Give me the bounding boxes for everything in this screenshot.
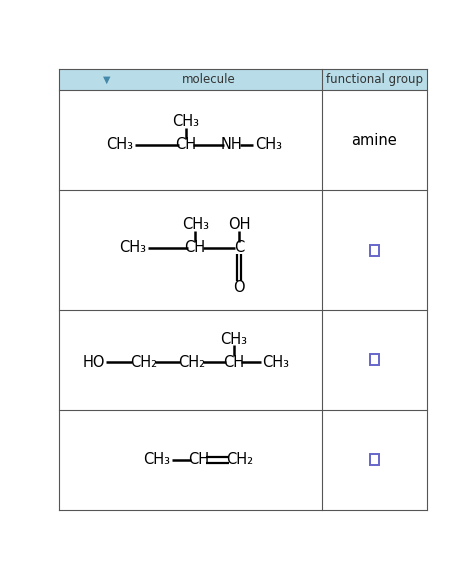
Text: NH: NH [221,138,243,152]
Text: OH: OH [228,217,250,233]
Text: CH₃: CH₃ [263,355,290,370]
Text: CH₃: CH₃ [182,217,209,233]
Text: ▼: ▼ [103,74,111,85]
Text: CH₃: CH₃ [173,115,200,129]
Text: O: O [233,280,245,295]
Text: CH: CH [175,138,197,152]
Text: HO: HO [83,355,105,370]
Bar [370,454,379,465]
Text: functional group: functional group [326,73,423,86]
Text: amine: amine [351,133,397,148]
Text: CH: CH [188,453,210,468]
Bar [59,69,322,91]
Bar [370,245,379,256]
Text: CH₂: CH₂ [130,355,157,370]
Text: CH: CH [223,355,244,370]
Text: CH₃: CH₃ [143,453,170,468]
Text: CH₃: CH₃ [255,138,282,152]
Text: CH: CH [184,241,206,256]
Text: CH₃: CH₃ [106,138,133,152]
Text: CH₂: CH₂ [178,355,205,370]
Text: CH₂: CH₂ [226,453,253,468]
Text: molecule: molecule [182,73,236,86]
Bar [370,354,379,366]
Text: CH₃: CH₃ [220,332,247,347]
Bar [322,69,427,91]
Text: C: C [234,241,245,256]
Text: CH₃: CH₃ [119,241,146,256]
